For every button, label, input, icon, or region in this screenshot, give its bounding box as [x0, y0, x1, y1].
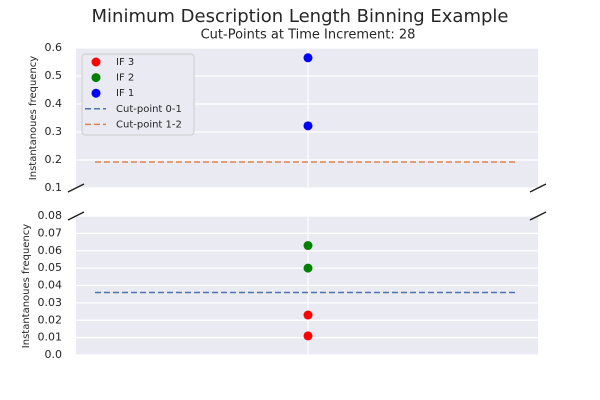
- legend-label: IF 2: [116, 73, 134, 84]
- y-tick-label: 0.07: [38, 226, 63, 239]
- axis-break: [529, 183, 547, 193]
- y-tick-label: 0.5: [45, 69, 63, 82]
- y-tick-label: 0.1: [45, 181, 63, 194]
- data-point: [303, 241, 313, 251]
- data-point: [303, 263, 313, 273]
- data-point: [303, 53, 313, 63]
- axis-break: [67, 183, 85, 193]
- y-tick-label: 0.08: [38, 209, 63, 222]
- y-tick-label: 0.0: [45, 348, 63, 361]
- legend-label: Cut-point 1-2: [116, 119, 182, 130]
- y-tick-label: 0.05: [38, 261, 63, 274]
- y-tick-label: 0.2: [45, 153, 63, 166]
- y-tick-label: 0.06: [38, 244, 63, 257]
- legend-label: Cut-point 0-1: [116, 104, 182, 115]
- y-tick-label: 0.03: [38, 296, 63, 309]
- y-axis-label: Instantanoues frequency: [28, 56, 39, 181]
- y-tick-label: 0.3: [45, 125, 63, 138]
- y-tick-label: 0.4: [45, 97, 63, 110]
- legend-label: IF 1: [116, 88, 134, 99]
- legend-marker: [91, 73, 101, 83]
- axis-break: [67, 211, 85, 221]
- data-point: [303, 331, 313, 341]
- legend-label: IF 3: [116, 57, 134, 68]
- data-point: [303, 121, 313, 131]
- chart-subtitle: Cut-Points at Time Increment: 28: [201, 28, 416, 43]
- data-point: [303, 310, 313, 320]
- chart-title: Minimum Description Length Binning Examp…: [92, 6, 509, 27]
- y-tick-label: 0.02: [38, 313, 63, 326]
- y-axis-label: Instantanoues frequency: [21, 224, 32, 349]
- legend-marker: [91, 88, 101, 98]
- y-tick-label: 0.01: [38, 331, 63, 344]
- legend-box: [81, 53, 195, 136]
- axis-break: [529, 211, 547, 221]
- legend-marker: [91, 57, 101, 67]
- y-tick-label: 0.04: [38, 279, 63, 292]
- y-tick-label: 0.6: [45, 41, 63, 54]
